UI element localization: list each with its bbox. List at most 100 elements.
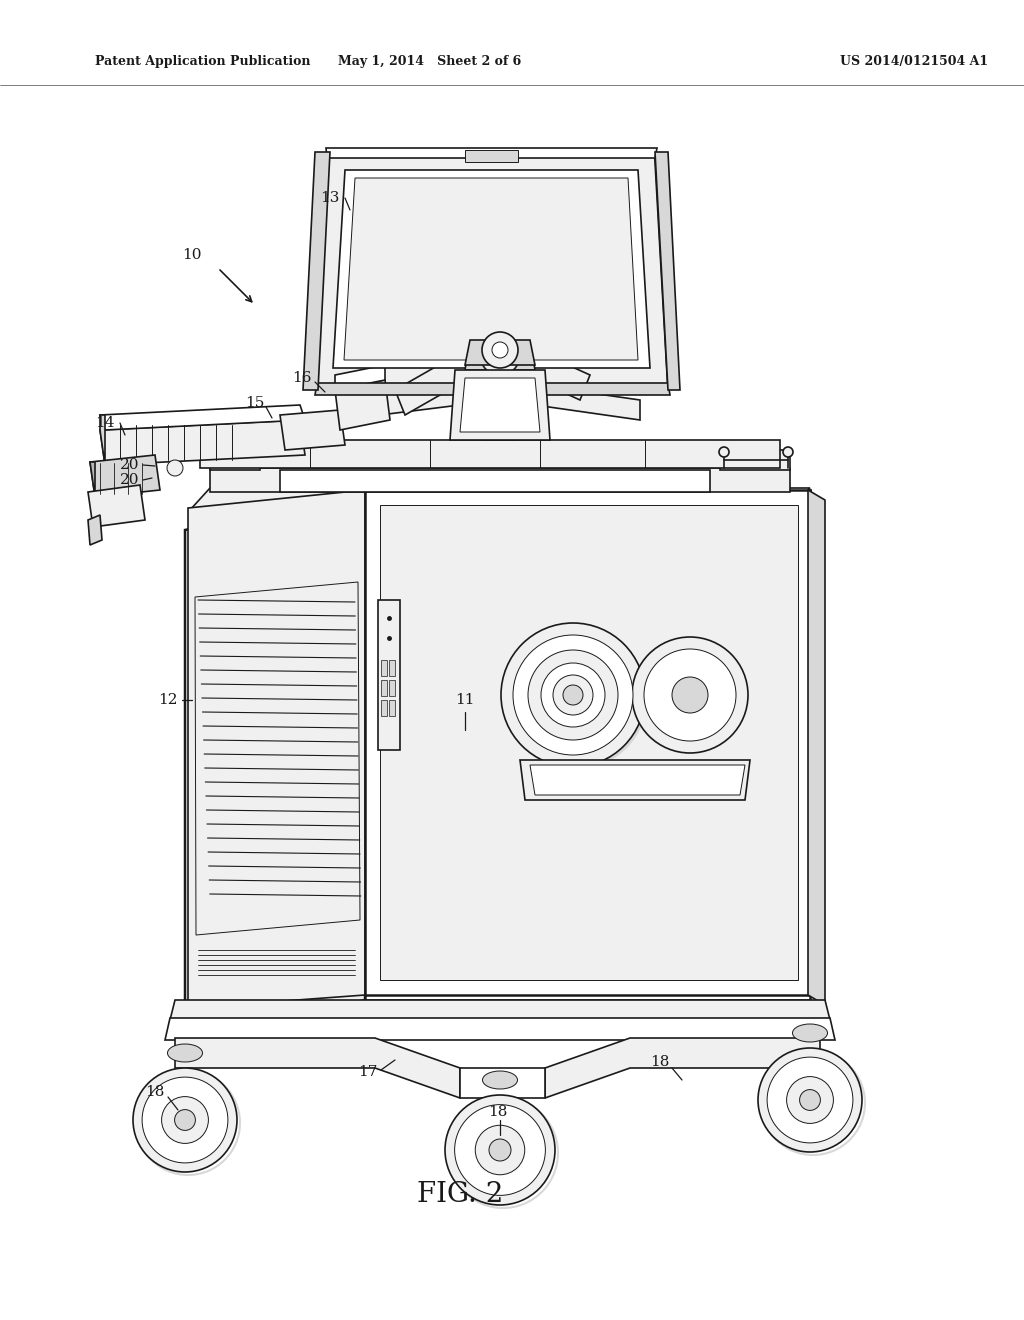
Ellipse shape bbox=[800, 1089, 820, 1110]
Ellipse shape bbox=[455, 1105, 546, 1196]
Circle shape bbox=[490, 345, 510, 366]
Text: 14: 14 bbox=[95, 416, 115, 430]
Polygon shape bbox=[303, 152, 330, 389]
Polygon shape bbox=[188, 490, 365, 1008]
Polygon shape bbox=[344, 178, 638, 360]
Polygon shape bbox=[520, 760, 750, 800]
Polygon shape bbox=[100, 420, 305, 465]
Text: 12: 12 bbox=[159, 693, 178, 708]
Text: May 1, 2014   Sheet 2 of 6: May 1, 2014 Sheet 2 of 6 bbox=[338, 55, 521, 69]
Circle shape bbox=[644, 649, 736, 741]
Polygon shape bbox=[655, 152, 680, 389]
Polygon shape bbox=[175, 1038, 460, 1098]
Polygon shape bbox=[365, 490, 810, 995]
Ellipse shape bbox=[445, 1096, 555, 1205]
Text: 13: 13 bbox=[321, 191, 340, 205]
Polygon shape bbox=[390, 510, 790, 985]
Polygon shape bbox=[380, 506, 798, 979]
Circle shape bbox=[167, 459, 183, 477]
Ellipse shape bbox=[133, 1068, 237, 1172]
Circle shape bbox=[513, 635, 633, 755]
Circle shape bbox=[501, 623, 645, 767]
Circle shape bbox=[492, 342, 508, 358]
Polygon shape bbox=[395, 350, 475, 414]
Polygon shape bbox=[460, 378, 540, 432]
Polygon shape bbox=[465, 150, 518, 162]
Polygon shape bbox=[525, 350, 590, 400]
Polygon shape bbox=[465, 341, 535, 366]
Ellipse shape bbox=[758, 1048, 862, 1152]
Circle shape bbox=[553, 675, 593, 715]
Text: 20: 20 bbox=[120, 473, 139, 487]
Polygon shape bbox=[315, 154, 668, 385]
Circle shape bbox=[541, 663, 605, 727]
Ellipse shape bbox=[168, 1044, 203, 1063]
Polygon shape bbox=[315, 383, 670, 395]
Bar bbox=[381, 660, 387, 676]
Polygon shape bbox=[190, 488, 810, 510]
Ellipse shape bbox=[767, 1057, 853, 1143]
Polygon shape bbox=[100, 414, 105, 465]
Polygon shape bbox=[450, 370, 550, 440]
Bar bbox=[389, 700, 395, 715]
Text: 18: 18 bbox=[145, 1085, 165, 1100]
Circle shape bbox=[482, 333, 518, 368]
Polygon shape bbox=[483, 341, 517, 440]
Polygon shape bbox=[90, 462, 95, 498]
Text: Patent Application Publication: Patent Application Publication bbox=[95, 55, 310, 69]
Polygon shape bbox=[185, 490, 365, 1040]
Circle shape bbox=[672, 677, 708, 713]
Bar bbox=[389, 660, 395, 676]
Text: 18: 18 bbox=[488, 1105, 508, 1119]
Polygon shape bbox=[333, 170, 650, 368]
Ellipse shape bbox=[142, 1077, 228, 1163]
Ellipse shape bbox=[175, 1110, 196, 1130]
Polygon shape bbox=[465, 341, 535, 370]
Circle shape bbox=[632, 638, 748, 752]
Polygon shape bbox=[808, 490, 825, 1005]
Polygon shape bbox=[365, 490, 810, 1001]
Polygon shape bbox=[500, 380, 640, 420]
Polygon shape bbox=[326, 148, 657, 158]
Circle shape bbox=[719, 447, 729, 457]
Polygon shape bbox=[378, 601, 400, 750]
Polygon shape bbox=[335, 366, 385, 389]
Bar bbox=[381, 680, 387, 696]
Polygon shape bbox=[90, 455, 160, 498]
Bar bbox=[381, 700, 387, 715]
Bar bbox=[389, 680, 395, 696]
Circle shape bbox=[528, 649, 618, 741]
Text: 16: 16 bbox=[292, 371, 311, 385]
Text: US 2014/0121504 A1: US 2014/0121504 A1 bbox=[840, 55, 988, 69]
Circle shape bbox=[783, 447, 793, 457]
Polygon shape bbox=[340, 380, 500, 420]
Polygon shape bbox=[200, 440, 780, 469]
Text: 17: 17 bbox=[358, 1065, 378, 1078]
Circle shape bbox=[563, 685, 583, 705]
Polygon shape bbox=[165, 1018, 835, 1040]
Ellipse shape bbox=[793, 1024, 827, 1041]
Polygon shape bbox=[545, 1038, 820, 1098]
Ellipse shape bbox=[475, 1125, 524, 1175]
Text: 10: 10 bbox=[182, 248, 202, 261]
Text: FIG. 2: FIG. 2 bbox=[417, 1181, 503, 1209]
Polygon shape bbox=[530, 766, 745, 795]
Polygon shape bbox=[210, 469, 790, 492]
Circle shape bbox=[480, 335, 520, 375]
Text: 20: 20 bbox=[120, 458, 139, 473]
Text: 18: 18 bbox=[650, 1055, 670, 1069]
Ellipse shape bbox=[162, 1097, 209, 1143]
Polygon shape bbox=[460, 1068, 545, 1098]
Polygon shape bbox=[100, 405, 305, 430]
Ellipse shape bbox=[489, 1139, 511, 1162]
Polygon shape bbox=[335, 380, 390, 430]
Polygon shape bbox=[720, 450, 790, 470]
Polygon shape bbox=[170, 1001, 830, 1020]
Text: 11: 11 bbox=[456, 693, 475, 708]
Polygon shape bbox=[88, 484, 145, 527]
Polygon shape bbox=[88, 515, 102, 545]
Polygon shape bbox=[280, 411, 345, 450]
Polygon shape bbox=[280, 470, 710, 492]
Polygon shape bbox=[210, 450, 260, 470]
Text: 15: 15 bbox=[246, 396, 264, 411]
